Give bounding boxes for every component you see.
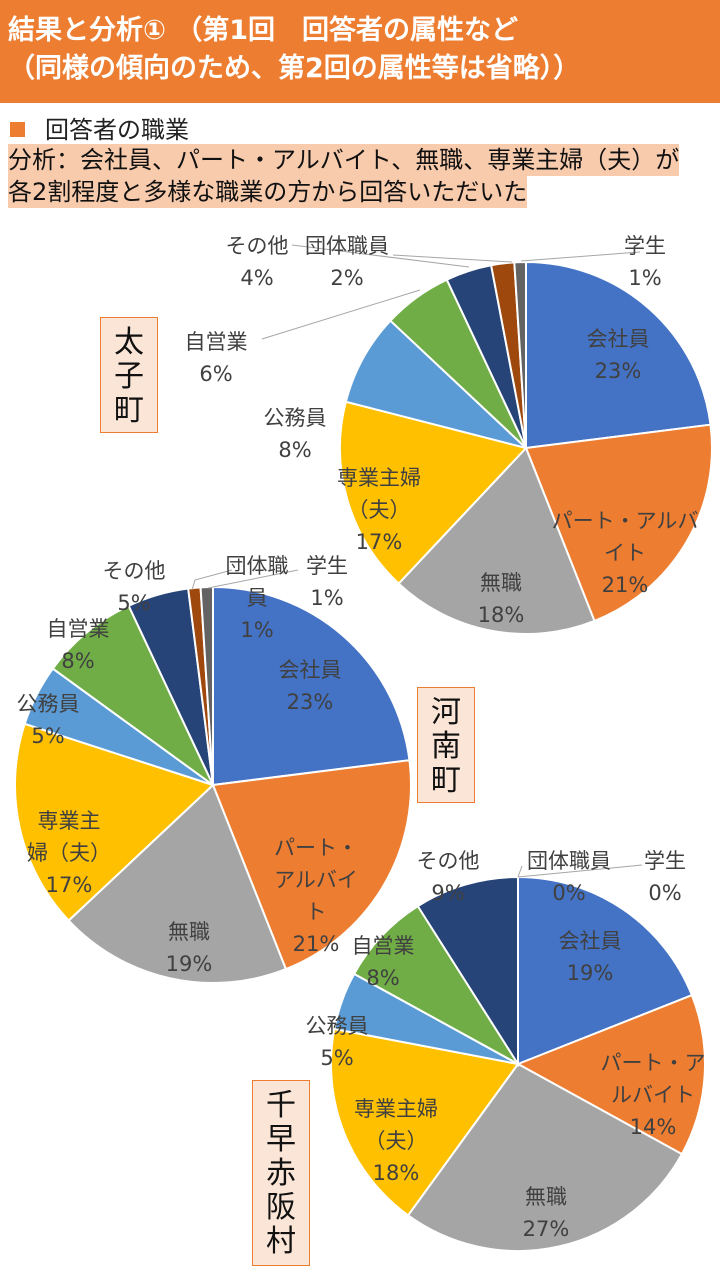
leader-line <box>520 251 641 262</box>
pie-chart-3: 会社員 19% パート・アルバイト 14% 無職 27% 専業主婦（夫） 18% 公務員 5% 自営… <box>306 849 706 1252</box>
pie-slice <box>515 993 706 1156</box>
data-label: 団体職員 2% <box>305 234 389 290</box>
pie-slice <box>211 759 412 971</box>
pie-slice <box>330 1027 520 1217</box>
data-label: 公務員 8% <box>264 406 327 462</box>
pie-slice <box>524 423 713 623</box>
data-label: パート・アルバイト 21% <box>552 509 699 597</box>
data-label: 無職 27% <box>523 1185 570 1241</box>
data-label: その他 9% <box>417 849 480 905</box>
region-label-text: 千早赤阪村 <box>266 1088 296 1259</box>
section-title: 回答者の職業 <box>45 116 189 144</box>
data-label: 自営業 6% <box>185 330 248 386</box>
data-label: 専業主婦（夫） 18% <box>354 1097 438 1185</box>
region-label-chihayaakasaka: 千早赤阪村 <box>252 1080 310 1266</box>
analysis-line1: 分析：会社員、パート・アルバイト、無職、専業主婦（夫）が <box>8 144 680 176</box>
square-bullet-icon <box>10 122 25 137</box>
data-label: 無職 19% <box>166 920 213 976</box>
header-title-line2: （同様の傾向のため、第2回の属性等は省略）） <box>8 53 581 84</box>
data-label: 自営業 8% <box>47 617 110 673</box>
pie-slice <box>406 1062 684 1252</box>
leader-line <box>191 569 233 591</box>
section-heading: 回答者の職業 <box>10 110 189 145</box>
pie-slice <box>525 260 712 450</box>
leader-line <box>392 254 513 263</box>
data-label: パート・アルバイト 14% <box>601 1051 706 1139</box>
pie-slice <box>339 400 528 586</box>
pie-chart-2: 会社員 23% パート・アルバイト 21% 無職 19% 専業主婦（夫） 17% 公務員 5% 自営… <box>14 554 412 984</box>
data-label: 学生 1% <box>624 234 666 290</box>
data-label: 団体職員 0% <box>527 849 611 905</box>
pie-slice <box>517 875 694 1066</box>
pie-slice <box>212 585 411 787</box>
pie-slice <box>416 875 519 1068</box>
analysis-line2: 各2割程度と多様な職業の方から回答いただいた <box>8 176 528 208</box>
data-label: 公務員 5% <box>17 692 80 748</box>
pie-slice <box>51 604 214 786</box>
data-label: 専業主婦（夫） 17% <box>337 466 421 554</box>
region-label-kanan: 河南町 <box>417 687 475 803</box>
data-label: 会社員 19% <box>559 929 622 985</box>
header-title-line1: 結果と分析① （第1回 回答者の属性など <box>8 15 519 46</box>
leader-line <box>291 244 470 268</box>
region-label-text: 河南町 <box>431 695 461 798</box>
data-label: 公務員 5% <box>306 1014 369 1070</box>
analysis-text: 分析：会社員、パート・アルバイト、無職、専業主婦（夫）が 各2割程度と多様な職業… <box>8 144 680 208</box>
pie-slice <box>352 904 519 1065</box>
data-label: 団体職員 1% <box>226 554 289 642</box>
leader-line <box>261 289 421 340</box>
leader-line <box>207 569 299 589</box>
data-label: 学生 0% <box>644 849 686 905</box>
data-label: その他 4% <box>226 234 289 290</box>
slide-header: 結果と分析① （第1回 回答者の属性など （同様の傾向のため、第2回の属性等は省… <box>0 0 720 103</box>
data-label: 学生 1% <box>306 554 348 610</box>
pie-slice <box>397 446 596 635</box>
pie-slice <box>344 319 527 449</box>
data-label: 無職 18% <box>478 571 525 627</box>
data-label: 会社員 23% <box>279 658 342 714</box>
pie-chart-1: 会社員 23% パート・アルバイト 21% 無職 18% 専業主婦（夫） 17%公務員 8% 自営… <box>185 234 713 635</box>
data-label: その他 5% <box>103 559 166 615</box>
data-label: 会社員 23% <box>587 327 650 383</box>
leader-line <box>517 865 523 878</box>
data-label: 自営業 8% <box>352 934 415 990</box>
region-label-taishi: 太子町 <box>100 317 158 433</box>
data-label: 専業主婦（夫） 17% <box>27 809 111 897</box>
pie-slice <box>67 783 288 984</box>
pie-slice <box>513 260 527 449</box>
pie-slice <box>14 722 215 922</box>
leader-line <box>517 864 643 878</box>
data-label: パート・アルバイト 21% <box>274 836 358 956</box>
region-label-text: 太子町 <box>114 325 144 428</box>
